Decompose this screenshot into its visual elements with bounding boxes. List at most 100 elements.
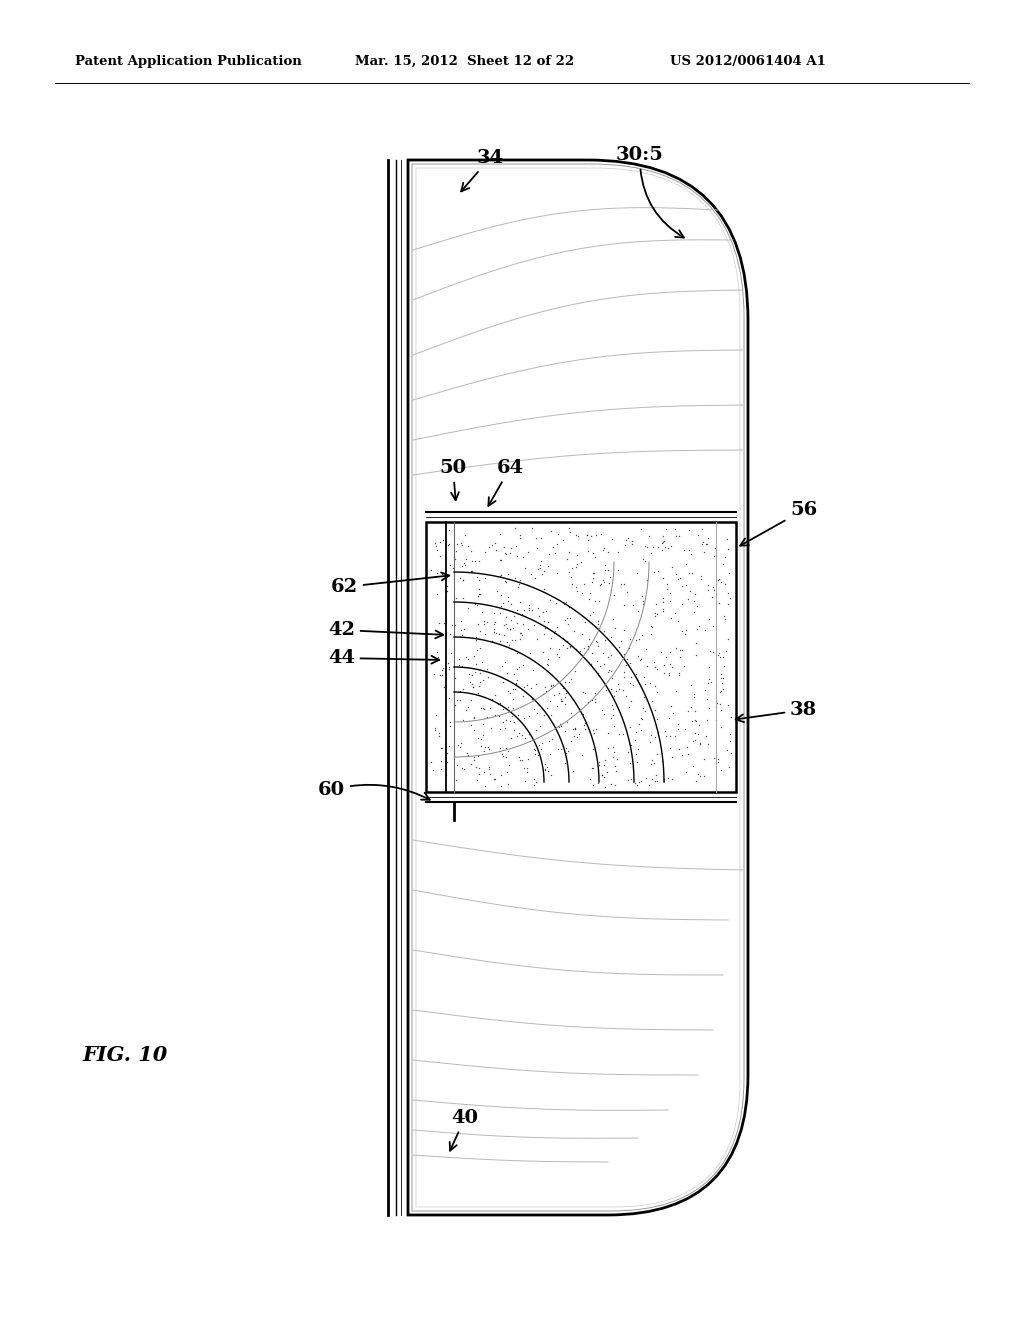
Point xyxy=(567,717,584,738)
Point xyxy=(535,601,551,622)
Point xyxy=(523,599,540,620)
Point xyxy=(548,593,564,614)
Point xyxy=(633,771,649,792)
Point xyxy=(537,754,553,775)
Point xyxy=(593,700,609,721)
Point xyxy=(595,572,611,593)
Point xyxy=(484,535,501,556)
Point xyxy=(475,611,492,632)
Point xyxy=(607,618,624,639)
Point xyxy=(555,677,571,698)
Point xyxy=(634,709,650,730)
Point xyxy=(565,760,582,781)
Point xyxy=(426,663,442,684)
Point xyxy=(437,668,454,689)
Point xyxy=(469,640,485,661)
Point xyxy=(671,610,687,631)
Point xyxy=(487,532,504,553)
Point xyxy=(583,525,599,546)
Point xyxy=(498,710,514,731)
Point xyxy=(688,632,705,653)
Point xyxy=(542,638,558,659)
Point xyxy=(722,743,738,764)
Point xyxy=(715,678,731,700)
Point xyxy=(554,529,570,550)
Point xyxy=(469,770,485,791)
Point xyxy=(612,631,629,652)
Point xyxy=(656,663,673,684)
Point xyxy=(691,734,708,755)
Point xyxy=(621,697,637,718)
Point xyxy=(465,677,481,698)
Point xyxy=(711,748,727,770)
Point xyxy=(458,548,474,569)
Point xyxy=(708,697,724,718)
Point xyxy=(455,710,471,731)
Point xyxy=(599,738,615,759)
Point xyxy=(585,758,601,779)
Point xyxy=(541,648,557,669)
Point xyxy=(665,702,681,723)
Point xyxy=(597,630,613,651)
Point xyxy=(628,721,644,742)
Point xyxy=(655,768,672,789)
Point xyxy=(615,573,632,594)
Point xyxy=(507,678,523,700)
Point xyxy=(643,725,659,746)
Point xyxy=(512,524,528,545)
Point xyxy=(572,552,589,573)
Point xyxy=(693,569,710,590)
Point xyxy=(555,627,571,648)
Point xyxy=(473,735,489,756)
Point xyxy=(654,525,671,546)
Point xyxy=(632,649,648,671)
Point xyxy=(691,615,708,636)
Point xyxy=(585,719,601,741)
Point xyxy=(710,570,726,591)
Point xyxy=(466,706,482,727)
Point xyxy=(493,565,509,586)
Point xyxy=(466,750,482,771)
Point xyxy=(581,628,597,649)
Point xyxy=(545,675,561,696)
Point xyxy=(683,675,699,696)
Point xyxy=(500,591,516,612)
Point xyxy=(607,681,624,702)
Point xyxy=(468,566,484,587)
Point xyxy=(532,554,549,576)
Point xyxy=(431,722,447,743)
Point xyxy=(603,644,620,665)
Point xyxy=(476,762,493,783)
Point xyxy=(629,743,645,764)
Point xyxy=(456,553,472,574)
Point xyxy=(717,546,733,568)
Point xyxy=(512,591,528,612)
Point xyxy=(450,690,466,711)
Point xyxy=(605,704,622,725)
Point xyxy=(646,771,663,792)
Point xyxy=(604,528,621,549)
Point xyxy=(469,614,485,635)
Point xyxy=(566,661,583,682)
Point xyxy=(455,570,471,591)
Point xyxy=(561,561,578,582)
Point xyxy=(474,669,490,690)
Point xyxy=(514,685,530,706)
Point xyxy=(722,730,738,751)
Point xyxy=(602,566,618,587)
Point xyxy=(540,760,556,781)
Point xyxy=(467,661,483,682)
Point xyxy=(713,572,729,593)
Point xyxy=(536,623,552,644)
Point xyxy=(437,647,454,668)
Point xyxy=(717,574,733,595)
Point xyxy=(610,673,627,694)
Point xyxy=(529,598,546,619)
Point xyxy=(564,558,581,579)
Point xyxy=(715,647,731,668)
Point xyxy=(687,709,703,730)
Point xyxy=(558,738,574,759)
Point xyxy=(603,774,620,795)
Point xyxy=(453,568,469,589)
Point xyxy=(497,717,513,738)
